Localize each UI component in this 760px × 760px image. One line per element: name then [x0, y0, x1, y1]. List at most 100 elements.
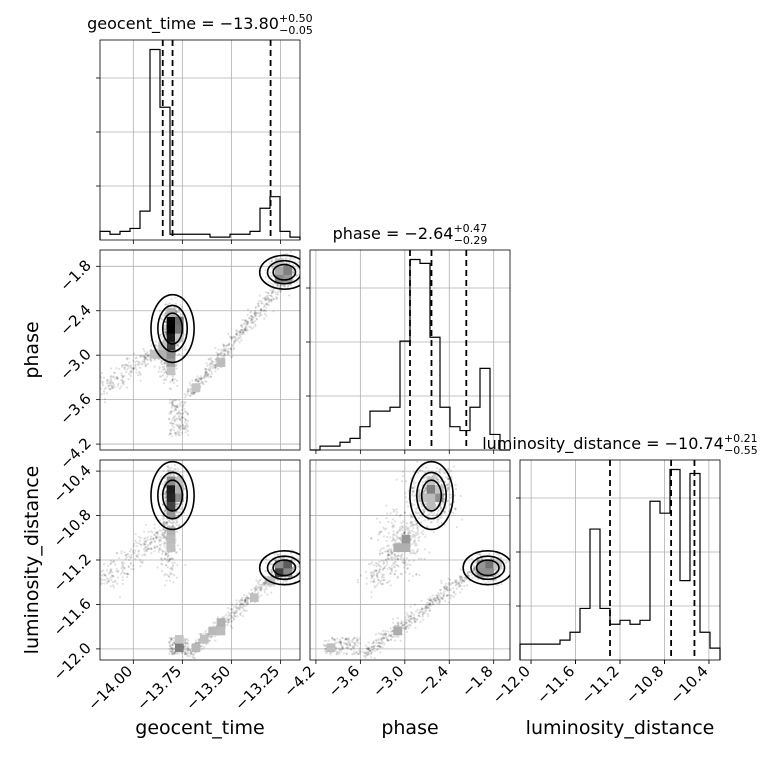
sample-point	[412, 491, 415, 494]
sample-point	[488, 553, 491, 556]
sample-point	[175, 530, 179, 534]
sample-point	[109, 377, 112, 380]
sample-point	[229, 347, 232, 351]
sample-point	[390, 567, 394, 570]
sample-point	[411, 548, 414, 552]
sample-point	[216, 616, 219, 619]
sample-point	[413, 524, 416, 527]
sample-point	[127, 366, 130, 370]
sample-point	[241, 328, 245, 332]
sample-point	[294, 559, 297, 562]
sample-point	[367, 563, 370, 566]
sample-point	[295, 274, 298, 277]
sample-point	[183, 421, 186, 424]
sample-point	[394, 534, 397, 537]
sample-point	[195, 378, 198, 381]
sample-point	[266, 296, 269, 299]
sample-point	[156, 566, 159, 569]
sample-point	[130, 554, 133, 557]
sample-point	[208, 639, 211, 643]
sample-point	[377, 637, 380, 641]
sample-point	[176, 652, 179, 655]
sample-point	[192, 661, 194, 663]
sample-point	[380, 639, 383, 642]
sample-point	[116, 582, 119, 585]
sample-point	[235, 333, 238, 336]
sample-point	[359, 642, 362, 645]
sample-point	[263, 584, 266, 587]
sample-point	[179, 508, 182, 511]
sample-point	[387, 554, 390, 557]
sample-point	[171, 378, 174, 381]
sample-point	[183, 653, 186, 656]
sample-point	[166, 552, 169, 555]
sample-point	[188, 381, 191, 384]
sample-point	[414, 552, 417, 555]
sample-point	[214, 639, 217, 642]
sample-point	[340, 640, 343, 643]
sample-point	[118, 557, 121, 560]
sample-point	[239, 612, 242, 616]
sample-point	[184, 411, 187, 414]
sample-point	[168, 560, 171, 563]
sample-point	[139, 355, 142, 358]
sample-point	[383, 550, 386, 553]
sample-point	[183, 487, 186, 490]
sample-point	[132, 366, 135, 370]
sample-point	[259, 578, 262, 582]
sample-point	[421, 505, 424, 508]
sample-point	[112, 586, 115, 589]
sample-point	[174, 309, 178, 312]
density-bin	[266, 576, 276, 586]
sample-point	[153, 358, 156, 361]
sample-point	[393, 624, 397, 628]
sample-point	[165, 523, 168, 526]
sample-point	[203, 646, 206, 649]
sample-point	[377, 533, 380, 536]
sample-point	[190, 651, 193, 654]
sample-point	[327, 639, 330, 642]
sample-point	[203, 373, 206, 376]
sample-point	[170, 557, 173, 560]
sample-point	[120, 374, 123, 377]
sample-point	[408, 572, 411, 575]
sample-point	[184, 638, 187, 641]
sample-point	[396, 536, 400, 540]
sample-point	[205, 374, 208, 377]
sample-point	[163, 523, 166, 526]
sample-point	[417, 614, 420, 617]
sample-point	[208, 358, 211, 361]
sample-point	[129, 561, 132, 564]
sample-point	[323, 644, 326, 647]
sample-point	[163, 313, 167, 316]
sample-point	[255, 313, 258, 316]
sample-point	[166, 557, 169, 560]
sample-point	[162, 536, 166, 539]
sample-point	[345, 638, 348, 641]
sample-point	[448, 586, 451, 589]
sample-point	[206, 374, 209, 377]
sample-point	[171, 652, 174, 656]
sample-point	[164, 480, 167, 483]
sample-point	[437, 596, 440, 599]
sample-point	[415, 534, 418, 537]
sample-point	[369, 649, 372, 652]
sample-point	[209, 356, 212, 359]
sample-point	[109, 375, 112, 378]
sample-point	[126, 572, 129, 575]
sample-point	[410, 524, 414, 527]
sample-point	[396, 531, 399, 534]
sample-point	[168, 575, 171, 578]
sample-point	[439, 592, 442, 595]
sample-point	[127, 565, 131, 568]
sample-point	[191, 656, 194, 659]
sample-point	[250, 327, 253, 330]
sample-point	[259, 313, 263, 316]
sample-point	[429, 521, 432, 524]
sample-point	[183, 648, 186, 651]
sample-point	[163, 557, 166, 561]
sample-point	[171, 644, 174, 647]
sample-point	[406, 630, 409, 634]
sample-point	[386, 512, 389, 515]
sample-point	[133, 552, 136, 555]
